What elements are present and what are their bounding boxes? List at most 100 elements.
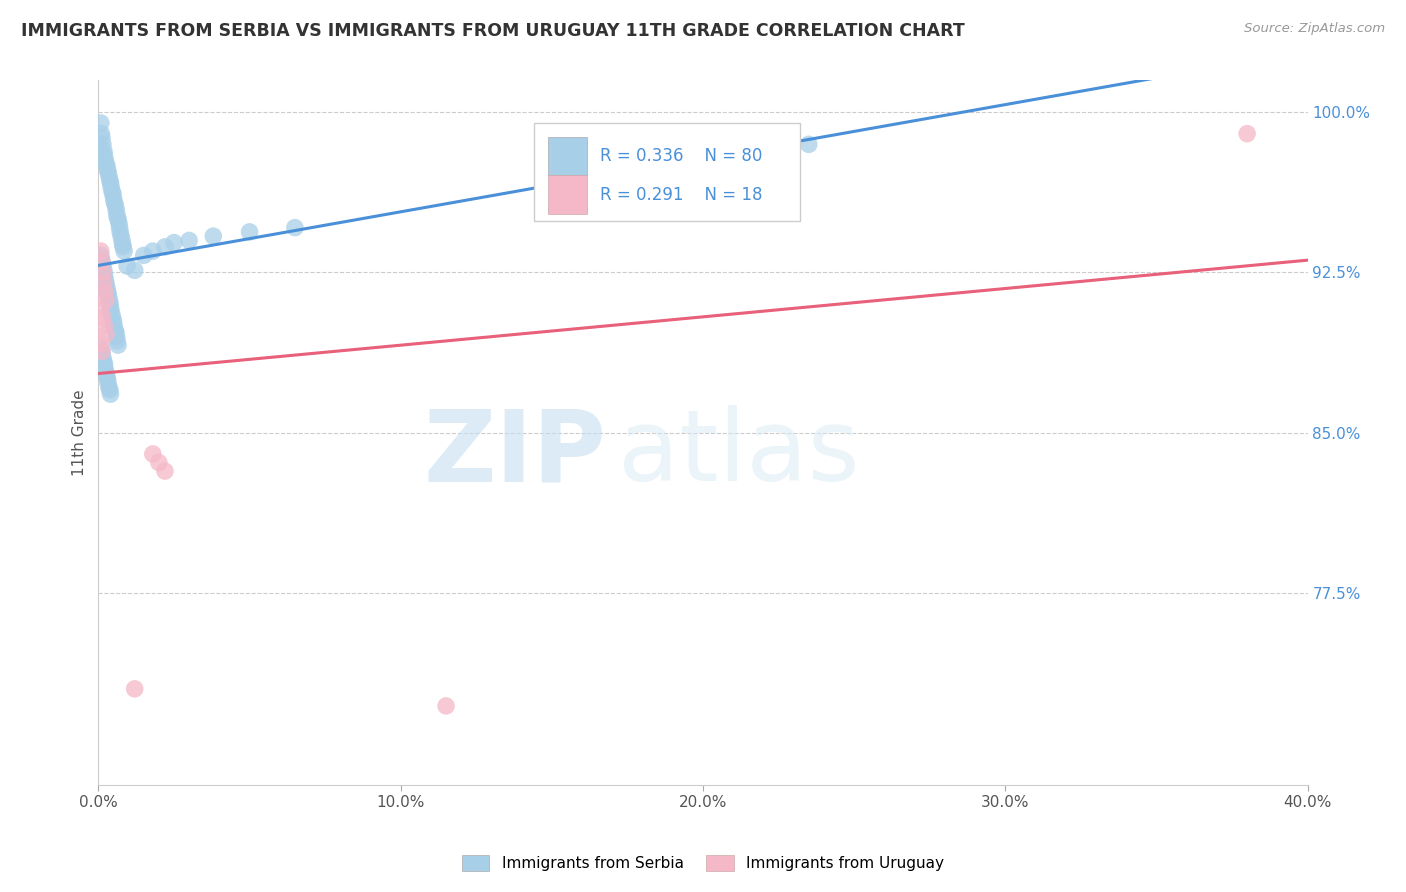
Point <box>96 159 118 173</box>
Point <box>94 272 117 286</box>
Point <box>94 285 117 299</box>
Text: atlas: atlas <box>619 405 860 502</box>
Point <box>98 169 121 184</box>
Point <box>284 220 307 235</box>
Point <box>97 165 120 179</box>
Point <box>104 197 127 211</box>
Point <box>100 180 122 194</box>
Point <box>96 163 118 178</box>
Point <box>105 329 128 343</box>
Point <box>101 308 124 322</box>
Point <box>100 176 122 190</box>
Text: R = 0.291    N = 18: R = 0.291 N = 18 <box>600 186 762 204</box>
Point <box>90 127 112 141</box>
Text: ZIP: ZIP <box>423 405 606 502</box>
Point <box>105 334 128 348</box>
Point <box>108 225 131 239</box>
Point <box>90 244 112 259</box>
Point <box>132 248 155 262</box>
Point <box>98 295 121 310</box>
Point <box>103 315 125 329</box>
Point <box>104 202 127 216</box>
Point <box>93 318 115 333</box>
FancyBboxPatch shape <box>548 136 586 176</box>
Point <box>111 234 134 248</box>
Point <box>179 234 201 248</box>
Point <box>93 276 115 290</box>
Point <box>163 235 186 250</box>
Point <box>90 335 112 350</box>
Point <box>91 346 114 360</box>
Point <box>202 229 225 244</box>
Point <box>96 285 118 299</box>
Y-axis label: 11th Grade: 11th Grade <box>72 389 87 476</box>
Point <box>797 137 820 152</box>
Text: Source: ZipAtlas.com: Source: ZipAtlas.com <box>1244 22 1385 36</box>
Point <box>104 323 127 337</box>
Point <box>91 131 114 145</box>
Point <box>101 186 124 201</box>
Point <box>94 156 117 170</box>
Point <box>239 225 262 239</box>
Point <box>98 381 121 395</box>
Point <box>93 357 115 371</box>
Point <box>90 116 112 130</box>
FancyBboxPatch shape <box>534 122 800 221</box>
Point <box>105 205 128 219</box>
Point <box>124 681 146 696</box>
Point <box>112 244 135 259</box>
Point <box>105 210 128 224</box>
Point <box>91 137 114 152</box>
Legend: Immigrants from Serbia, Immigrants from Uruguay: Immigrants from Serbia, Immigrants from … <box>456 849 950 877</box>
Point <box>103 318 125 333</box>
Point <box>90 301 112 316</box>
Point <box>107 212 129 227</box>
Point <box>124 263 146 277</box>
Point <box>112 240 135 254</box>
Point <box>101 312 124 326</box>
Text: IMMIGRANTS FROM SERBIA VS IMMIGRANTS FROM URUGUAY 11TH GRADE CORRELATION CHART: IMMIGRANTS FROM SERBIA VS IMMIGRANTS FRO… <box>21 22 965 40</box>
Point <box>153 240 176 254</box>
Point <box>108 216 131 230</box>
Point <box>98 174 121 188</box>
Point <box>93 355 115 369</box>
Point <box>107 338 129 352</box>
Point <box>110 229 132 244</box>
Point <box>93 268 115 282</box>
Point <box>434 698 457 713</box>
Point <box>96 280 118 294</box>
Point <box>93 148 115 162</box>
Point <box>91 351 114 365</box>
Point <box>104 325 127 339</box>
Point <box>94 361 117 376</box>
Point <box>98 383 121 397</box>
Point <box>91 265 114 279</box>
Point <box>153 464 176 478</box>
Point <box>94 276 117 290</box>
FancyBboxPatch shape <box>548 176 586 214</box>
Point <box>94 327 117 342</box>
Point <box>108 220 131 235</box>
Point <box>91 254 114 268</box>
Point <box>91 310 114 325</box>
Point <box>96 370 118 384</box>
Point <box>90 252 112 267</box>
Point <box>100 387 122 401</box>
Point <box>103 191 125 205</box>
Point <box>93 263 115 277</box>
Point <box>90 343 112 357</box>
Point <box>148 456 170 470</box>
Point <box>93 144 115 158</box>
Point <box>91 259 114 273</box>
Point <box>142 447 165 461</box>
Point <box>100 300 122 314</box>
Point <box>100 304 122 318</box>
Point <box>97 286 120 301</box>
Point <box>94 366 117 380</box>
Point <box>103 194 125 209</box>
Point <box>111 237 134 252</box>
Point <box>101 184 124 198</box>
Text: R = 0.336    N = 80: R = 0.336 N = 80 <box>600 147 762 165</box>
Point <box>115 259 138 273</box>
Point <box>94 293 117 308</box>
